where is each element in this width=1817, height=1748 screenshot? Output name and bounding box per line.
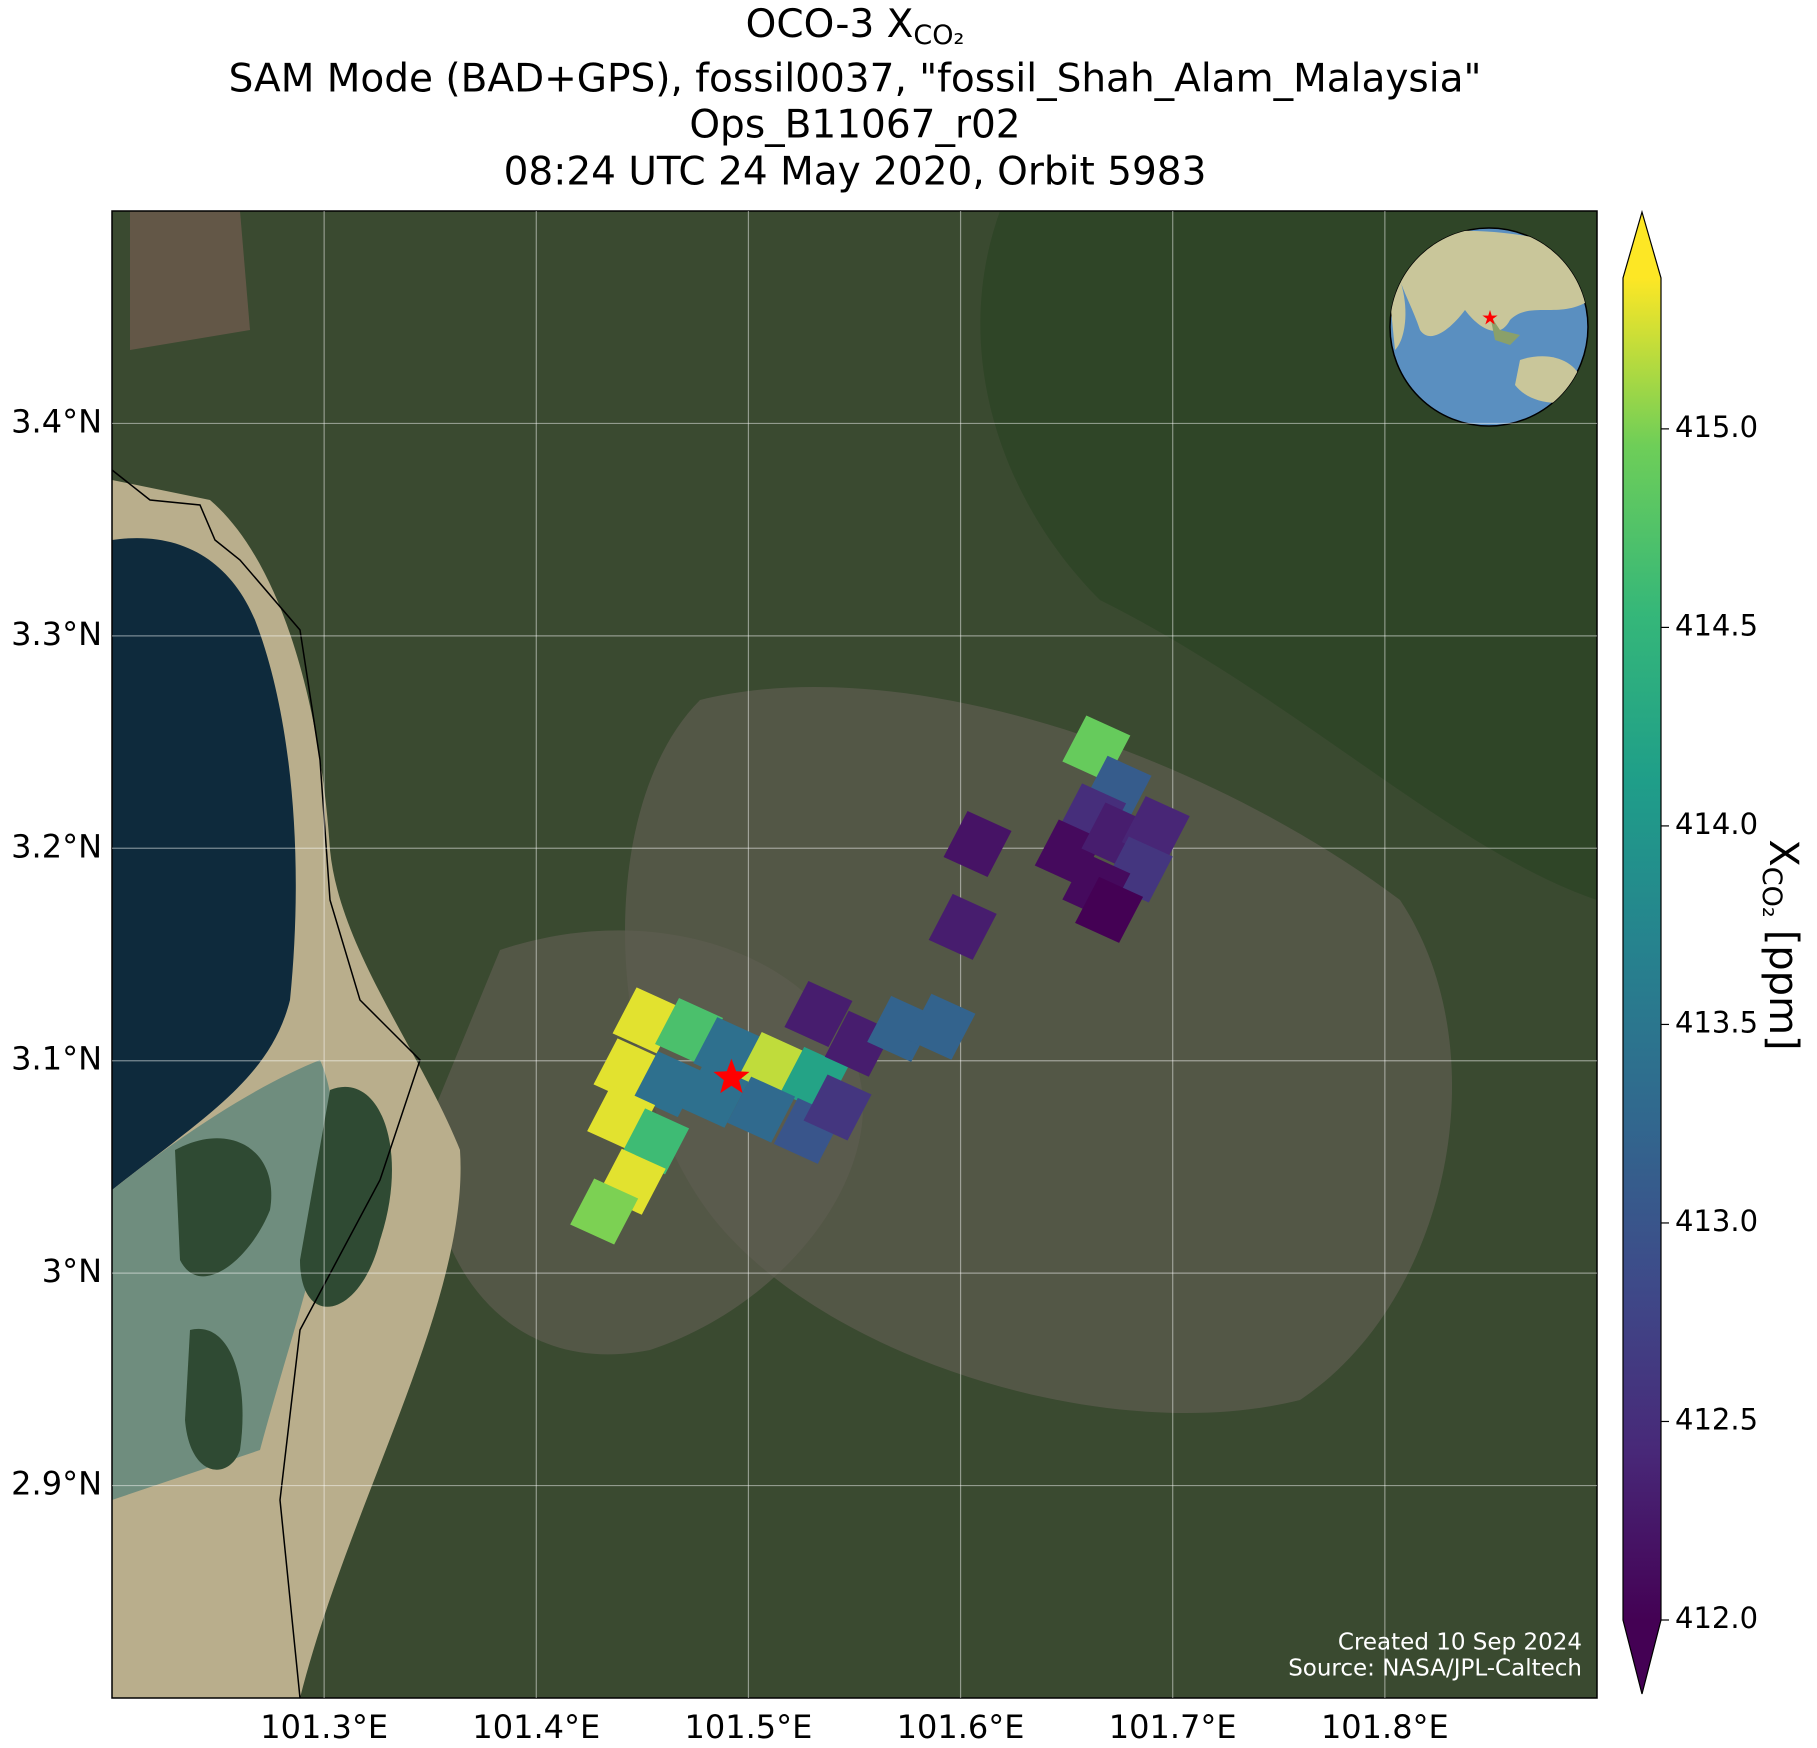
subtitle: Ops_B11067_r02 [689,103,1020,148]
y-tick-label: 3.3°N [11,615,102,653]
map-frame [111,210,1598,1699]
colorbar-extend-top [1623,212,1661,278]
x-tick-label: 101.3°E [260,1708,388,1746]
colorbar-tick-label: 413.0 [1675,1204,1758,1238]
y-tick-label: 3.1°N [11,1040,102,1078]
colorbar-extend-bottom [1623,1620,1661,1694]
y-tick-label: 3°N [42,1252,102,1290]
x-tick-label: 101.8°E [1321,1708,1449,1746]
x-tick-label: 101.6°E [897,1708,1025,1746]
colorbar-tick-label: 415.0 [1675,410,1758,444]
inset-globe [1389,227,1589,427]
title-text: OCO-3 X [746,2,914,47]
footprints [570,715,1190,1245]
footprint [867,995,936,1062]
credit-text: Created 10 Sep 2024 [1338,1630,1582,1656]
footprint [928,893,997,960]
footprint [803,1074,872,1141]
colorbar-tick-label: 412.0 [1675,1601,1758,1635]
subtitle: SAM Mode (BAD+GPS), fossil0037, "fossil_… [229,57,1482,102]
colorbar-tick-label: 412.5 [1675,1402,1758,1436]
footprint [1075,876,1144,943]
colorbar-label-unit: [ppm] [1760,930,1806,1051]
colorbar [1623,278,1661,1620]
colorbar-tick-label: 414.0 [1675,807,1758,841]
colorbar-tick-label: 414.5 [1675,608,1758,642]
colorbar-outline [1622,209,1662,1695]
chart-title: OCO-3 XCO₂ [746,2,965,51]
footprint [784,980,853,1047]
footprint [907,993,976,1060]
footprint [943,811,1012,878]
y-tick-label: 2.9°N [11,1465,102,1503]
x-tick-label: 101.4°E [472,1708,600,1746]
footprint [727,1076,796,1143]
title-subscript: CO₂ [913,20,964,51]
subtitle: 08:24 UTC 24 May 2020, Orbit 5983 [504,150,1207,195]
colorbar-label-symbol: X [1760,839,1806,866]
inset-site-marker [1482,310,1498,325]
colorbar-label: XCO₂ [ppm] [1757,839,1807,1050]
y-tick-label: 3.2°N [11,827,102,865]
footprint [570,1178,639,1245]
colorbar-label-subscript: CO₂ [1757,867,1788,918]
site-marker [713,1058,750,1094]
basemap [112,211,1597,1698]
colorbar-tick-label: 413.5 [1675,1005,1758,1039]
x-tick-label: 101.5°E [685,1708,813,1746]
credit-text: Source: NASA/JPL-Caltech [1288,1656,1582,1682]
y-tick-label: 3.4°N [11,402,102,440]
grid [112,211,1597,1698]
x-tick-label: 101.7°E [1109,1708,1237,1746]
